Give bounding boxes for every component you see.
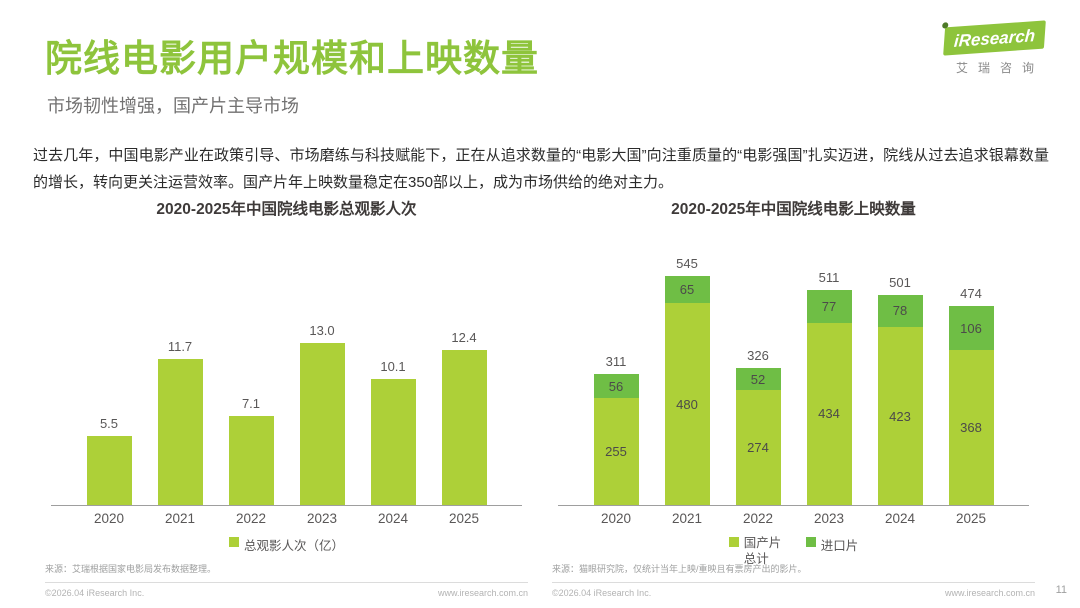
- footer-divider: [45, 582, 528, 583]
- value-label-2021: 11.7: [167, 338, 193, 354]
- total-label-2021: 545: [676, 256, 698, 272]
- segment-imported-2021: 65: [664, 276, 710, 304]
- body-paragraph: 过去几年，中国电影产业在政策引导、市场磨练与科技赋能下，正在从追求数量的“电影大…: [33, 147, 1049, 191]
- logo-brand-cn: 艾瑞咨询: [955, 61, 1044, 75]
- page-number: 11: [1055, 584, 1067, 596]
- value-label-2024: 10.1: [380, 358, 406, 374]
- bar-group-2024: 501 78 423: [877, 241, 923, 505]
- footer-right: 来源：猫眼研究院，仅统计当年上映/重映且有票房产出的影片。 ©2026.04 i…: [552, 562, 1035, 598]
- segment-domestic-2020: 255: [593, 397, 639, 505]
- source-note-right: 来源：猫眼研究院，仅统计当年上映/重映且有票房产出的影片。: [552, 564, 807, 574]
- segment-domestic-2022: 274: [735, 389, 781, 505]
- segment-domestic-2025: 368: [948, 350, 994, 505]
- bar-group-2023: 13.0: [299, 241, 345, 505]
- legend-label: 进口片: [820, 539, 859, 553]
- bar-group-2020: 311 56 255: [593, 241, 639, 505]
- legend-swatch-icon: [728, 537, 739, 547]
- chart-release-counts: 2020-2025年中国院线电影上映数量 311 56 255 545 65 480 326…: [540, 197, 1047, 608]
- bar-group-2021: 545 65 480: [664, 241, 710, 505]
- bar-2020: [86, 436, 132, 505]
- logo-brand-text: iResearch: [953, 26, 1037, 51]
- segment-imported-2024: 78: [877, 294, 923, 328]
- x-label-2024: 2024: [377, 511, 409, 526]
- legend-left: 总观影人次（亿）: [45, 535, 528, 554]
- x-axis-labels-left: 2020 2021 2022 2023 2024 2025: [51, 511, 522, 526]
- bar-2021: [157, 358, 203, 505]
- bar-group-2025: 12.4: [441, 241, 487, 505]
- website-right: www.iresearch.com.cn: [944, 588, 1035, 598]
- total-label-2025: 474: [960, 285, 982, 301]
- chart-title-right: 2020-2025年中国院线电影上映数量: [671, 201, 916, 218]
- iresearch-logo: iResearch 艾瑞咨询: [936, 20, 1054, 76]
- value-label-2022: 7.1: [241, 396, 261, 412]
- bar-group-2021: 11.7: [157, 241, 203, 505]
- x-label-2021: 2021: [164, 511, 196, 526]
- x-axis-labels-right: 2020 2021 2022 2023 2024 2025: [558, 511, 1029, 526]
- source-note-left: 来源：艾瑞根据国家电影局发布数据整理。: [45, 564, 217, 574]
- chart-total-admissions: 2020-2025年中国院线电影总观影人次 5.5 11.7 7.1 13.0 10.1…: [33, 197, 540, 608]
- legend-label: 总观影人次（亿）: [243, 539, 344, 553]
- legend-swatch-icon: [805, 537, 816, 547]
- x-label-2025: 2025: [448, 511, 480, 526]
- total-label-2020: 311: [605, 354, 627, 370]
- x-label-2022: 2022: [742, 511, 774, 526]
- segment-domestic-2021: 480: [664, 303, 710, 505]
- logo-dot-icon: [942, 22, 949, 29]
- page-title: 院线电影用户规模和上映数量: [45, 38, 539, 79]
- value-label-2020: 5.5: [99, 416, 119, 432]
- copyright-right: ©2026.04 iResearch Inc.: [552, 588, 652, 598]
- value-label-2023: 13.0: [309, 322, 335, 338]
- logo-badge: iResearch: [942, 20, 1047, 56]
- segment-imported-2022: 52: [735, 368, 781, 390]
- x-label-2025: 2025: [955, 511, 987, 526]
- value-label-2025: 12.4: [451, 330, 477, 345]
- legend-item-domestic: 国产片总计: [728, 535, 790, 568]
- plot-area-left: 5.5 11.7 7.1 13.0 10.1 12.4: [51, 241, 522, 506]
- segment-domestic-2023: 434: [806, 322, 852, 505]
- x-label-2021: 2021: [671, 511, 703, 526]
- bar-group-2025: 474 106 368: [948, 241, 994, 505]
- bar-2023: [299, 342, 345, 505]
- bar-2022: [228, 416, 274, 505]
- copyright-left: ©2026.04 iResearch Inc.: [45, 588, 145, 598]
- legend-right: 国产片总计 进口片: [552, 535, 1035, 568]
- x-label-2020: 2020: [600, 511, 632, 526]
- segment-imported-2023: 77: [806, 290, 852, 323]
- x-label-2022: 2022: [235, 511, 267, 526]
- charts-row: 2020-2025年中国院线电影总观影人次 5.5 11.7 7.1 13.0 10.1…: [33, 197, 1047, 608]
- website-left: www.iresearch.com.cn: [437, 588, 528, 598]
- total-label-2023: 511: [818, 270, 840, 286]
- segment-domestic-2024: 423: [877, 327, 923, 505]
- footer-divider: [552, 582, 1035, 583]
- chart-title-left: 2020-2025年中国院线电影总观影人次: [156, 201, 417, 218]
- x-label-2020: 2020: [93, 511, 125, 526]
- bar-2025: [441, 350, 487, 505]
- x-label-2024: 2024: [884, 511, 916, 526]
- x-label-2023: 2023: [306, 511, 338, 526]
- legend-item-imported: 进口片: [805, 535, 859, 554]
- legend-item-admissions: 总观影人次（亿）: [228, 535, 344, 554]
- bar-2024: [370, 378, 416, 505]
- segment-imported-2025: 106: [948, 305, 994, 351]
- bar-group-2022: 326 52 274: [735, 241, 781, 505]
- page-subtitle: 市场韧性增强，国产片主导市场: [47, 96, 299, 116]
- total-label-2022: 326: [747, 348, 769, 364]
- legend-swatch-icon: [228, 537, 239, 547]
- bar-group-2024: 10.1: [370, 241, 416, 505]
- total-label-2024: 501: [889, 274, 911, 290]
- bar-group-2022: 7.1: [228, 241, 274, 505]
- legend-label: 国产片总计: [743, 536, 782, 567]
- x-label-2023: 2023: [813, 511, 845, 526]
- plot-area-right: 311 56 255 545 65 480 326 52 274 511 77 434 501 78 423…: [558, 241, 1029, 506]
- bar-group-2023: 511 77 434: [806, 241, 852, 505]
- footer-left: 来源：艾瑞根据国家电影局发布数据整理。 ©2026.04 iResearch I…: [45, 562, 528, 598]
- bar-group-2020: 5.5: [86, 241, 132, 505]
- segment-imported-2020: 56: [593, 374, 639, 398]
